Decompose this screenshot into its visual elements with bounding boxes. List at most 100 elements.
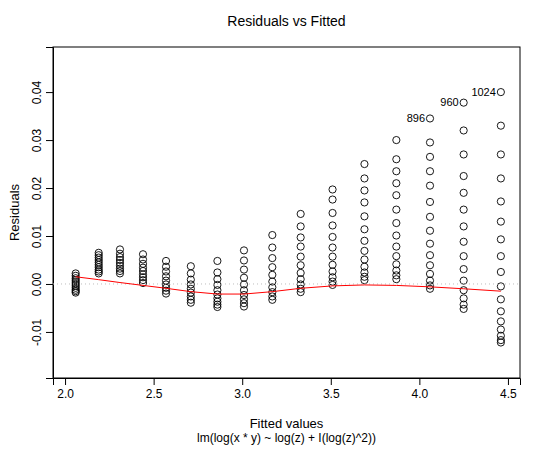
point [426, 240, 433, 247]
x-tick-label: 3.0 [234, 387, 251, 401]
plot-frame [53, 47, 520, 378]
point [393, 180, 400, 187]
point [497, 122, 504, 129]
x-tick-mark [242, 378, 243, 385]
smooth-line [76, 277, 501, 294]
point [460, 253, 467, 260]
y-axis-title: Residuals [7, 183, 22, 241]
point [426, 198, 433, 205]
reference-line [53, 283, 520, 284]
y-axis: -0.010.000.010.020.030.04 [30, 48, 54, 379]
point [460, 206, 467, 213]
x-tick: 3.5 [323, 378, 340, 401]
point [460, 295, 467, 302]
point [329, 261, 336, 268]
point [95, 249, 102, 256]
y-tick-mark [46, 284, 53, 285]
y-tick-mark [46, 332, 53, 333]
point [426, 227, 433, 234]
point [393, 192, 400, 199]
point [240, 266, 247, 273]
point [116, 250, 123, 257]
point [329, 278, 336, 285]
point [460, 223, 467, 230]
point [426, 213, 433, 220]
point [187, 270, 194, 277]
point [329, 196, 336, 203]
point [393, 219, 400, 226]
point [297, 253, 304, 260]
point [297, 262, 304, 269]
point [329, 222, 336, 229]
point [361, 256, 368, 263]
x-tick-mark [65, 378, 66, 385]
point [361, 187, 368, 194]
y-tick-mark [46, 236, 53, 237]
x-tick: 3.0 [234, 378, 251, 401]
point [361, 247, 368, 254]
point-label: 1024 [471, 86, 495, 98]
x-tick-mark [154, 378, 155, 385]
x-axis-line [54, 379, 521, 386]
point [497, 253, 504, 260]
subtitle: lm(log(x * y) ~ log(z) + I(log(z)^2)) [197, 431, 376, 445]
point [297, 234, 304, 241]
y-tick: -0.01 [30, 318, 53, 346]
point [214, 269, 221, 276]
point [426, 153, 433, 160]
point [426, 139, 433, 146]
point [240, 247, 247, 254]
point [297, 210, 304, 217]
point [497, 88, 504, 95]
y-tick: 0.00 [30, 272, 53, 296]
point [497, 318, 504, 325]
point [240, 274, 247, 281]
point [497, 308, 504, 315]
x-tick-label: 4.5 [500, 387, 517, 401]
point [269, 293, 276, 300]
x-tick: 2.0 [57, 378, 74, 401]
point [460, 305, 467, 312]
point [297, 269, 304, 276]
y-axis-line [46, 48, 54, 379]
point [214, 276, 221, 283]
point [139, 260, 146, 267]
point [269, 244, 276, 251]
x-tick-mark [508, 378, 509, 385]
point [329, 253, 336, 260]
point [116, 246, 123, 253]
y-tick-mark [46, 92, 53, 93]
x-tick: 4.5 [500, 378, 517, 401]
title: Residuals vs Fitted [227, 13, 345, 29]
point [329, 233, 336, 240]
y-tick: 0.02 [30, 177, 53, 201]
point-label: 960 [440, 96, 458, 108]
point [460, 266, 467, 273]
x-tick-mark [419, 378, 420, 385]
point [393, 156, 400, 163]
chart: 2.02.53.03.54.04.5-0.010.000.010.020.030… [0, 0, 550, 450]
y-tick: 0.04 [30, 81, 53, 105]
point [426, 182, 433, 189]
x-tick-label: 2.5 [146, 387, 163, 401]
point [361, 226, 368, 233]
x-tick: 4.0 [412, 378, 429, 401]
point [361, 160, 368, 167]
point [393, 261, 400, 268]
point [72, 270, 79, 277]
point [269, 271, 276, 278]
point [497, 326, 504, 333]
point [329, 268, 336, 275]
point [214, 257, 221, 264]
point [460, 287, 467, 294]
point-label: 896 [407, 112, 425, 124]
point [426, 168, 433, 175]
point [497, 175, 504, 182]
point [393, 206, 400, 213]
point [269, 264, 276, 271]
point [139, 251, 146, 258]
point [497, 151, 504, 158]
point [240, 257, 247, 264]
x-tick-label: 4.0 [412, 387, 429, 401]
point [361, 273, 368, 280]
